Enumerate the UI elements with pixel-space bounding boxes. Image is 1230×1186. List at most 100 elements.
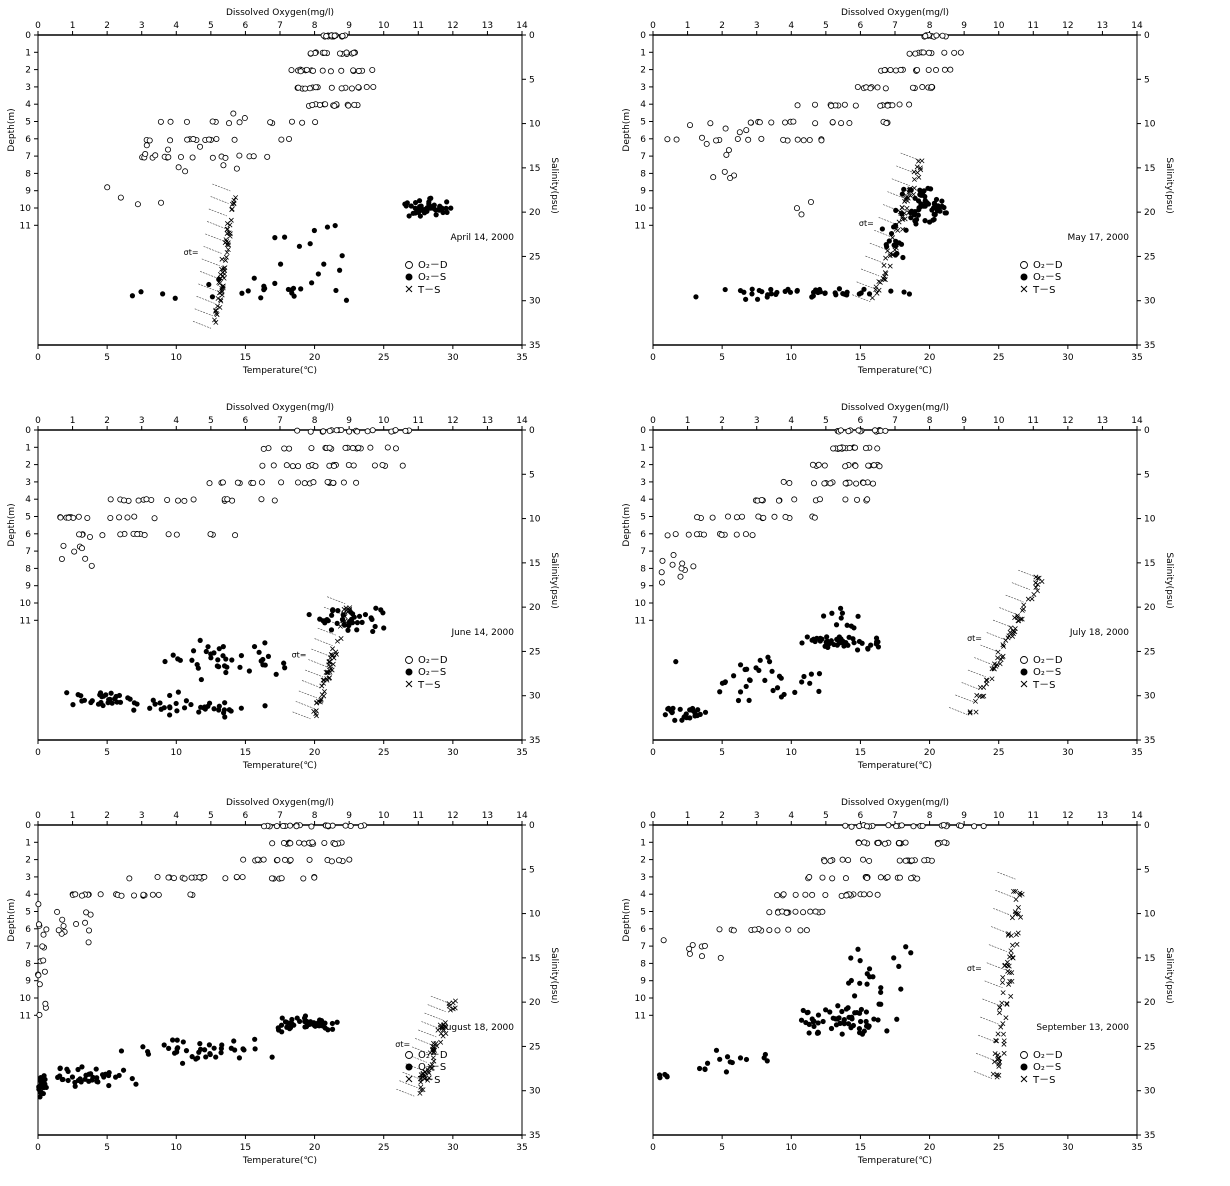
ts-point [1000,974,1006,980]
o2-depth-point [141,532,148,539]
o2-depth-point [177,154,184,161]
o2-salinity-point [197,1041,203,1047]
o2-salinity-point [689,705,696,712]
o2-salinity-point [827,1009,833,1015]
o2-salinity-point [229,657,235,663]
ts-point [431,1049,437,1055]
o2-depth-point [143,142,150,149]
ts-point [427,1063,433,1069]
do-tick-label: 13 [482,21,493,31]
do-tick-label: 5 [823,21,829,31]
depth-tick-label: 10 [635,204,647,214]
ts-point [330,661,336,667]
o2-salinity-point [81,697,88,703]
o2-depth-point [766,927,773,934]
o2-depth-point [181,875,188,882]
o2-salinity-point [177,657,183,663]
o2-salinity-point [746,677,753,683]
o2-depth-point [685,531,692,538]
o2-depth-point [88,562,95,569]
ts-point [1011,888,1017,894]
depth-tick-label: 9 [25,187,31,197]
legend-label-o2-s: O₂－S [1033,667,1061,678]
o2-salinity-point [702,709,709,715]
o2-salinity-point [167,692,173,699]
o2-depth-point [843,892,850,899]
ts-point [896,219,902,225]
o2-salinity-point [891,955,897,961]
o2-depth-point [241,115,248,122]
o2-salinity-point [40,1090,46,1097]
o2-depth-point [709,514,716,521]
o2-depth-point [346,856,353,863]
o2-depth-point [345,462,352,469]
ts-point [1000,980,1005,986]
o2-salinity-point [807,680,813,686]
o2-salinity-point [448,205,454,211]
o2-depth-point [332,840,339,847]
o2-salinity-point [908,950,914,956]
salinity-tick-label: 20 [1144,998,1156,1008]
o2-salinity-point [291,1022,297,1028]
o2-salinity-point [894,250,900,257]
ts-point [446,1001,452,1007]
o2-salinity-point [138,289,144,295]
o2-salinity-point [696,1065,703,1072]
ts-point [442,1020,448,1026]
depth-tick-label: 7 [640,547,646,557]
o2-salinity-point [444,209,450,215]
sigma-t-line [205,233,224,242]
o2-depth-point [342,444,349,451]
o2-depth-point [882,427,889,434]
ts-point [338,636,344,642]
o2-depth-point [97,891,104,898]
depth-tick-label: 4 [640,100,646,110]
o2-depth-point [863,823,870,830]
ts-point [321,689,327,695]
o2-depth-point [36,1011,43,1018]
o2-depth-point [289,463,296,470]
ts-point [903,197,909,202]
o2-salinity-point [221,707,227,713]
o2-depth-point [402,427,409,434]
ts-point [1007,978,1013,984]
do-tick-label: 12 [1062,416,1073,426]
ts-point [991,1059,997,1065]
o2-depth-point [806,137,813,144]
o2-salinity-point [181,705,188,711]
temp-tick-label: 25 [993,748,1004,758]
do-tick-label: 11 [413,21,424,31]
o2-salinity-point [809,637,815,643]
sigma-t-line [399,1080,418,1088]
o2-salinity-point [841,1021,847,1027]
ts-point [426,1075,432,1081]
do-tick-label: 6 [243,811,249,821]
ts-point [420,1070,426,1076]
o2-depth-point [871,427,878,434]
ts-point [984,677,990,683]
o2-salinity-point [188,701,194,708]
o2-depth-point [812,101,819,108]
do-tick-label: 4 [788,21,794,31]
o2-salinity-point [875,1017,881,1023]
o2-depth-point [323,33,330,40]
o2-depth-point [842,463,849,470]
o2-salinity-point [216,276,222,282]
sigma-t-line [984,980,1003,989]
do-tick-label: 0 [35,811,41,821]
o2-salinity-point [90,1074,96,1080]
salinity-tick-label: 5 [1144,75,1150,85]
o2-depth-point [747,119,754,126]
o2-depth-point [690,563,697,570]
o2-salinity-point [322,617,329,624]
o2-depth-point [268,875,275,882]
ts-point [873,284,879,290]
o2-depth-point [60,542,67,549]
o2-salinity-point [269,1054,275,1060]
o2-salinity-point [228,1045,234,1051]
ts-point [418,1087,424,1093]
o2-depth-point [896,874,903,881]
sigma-t-line [421,1021,440,1029]
o2-depth-point [699,134,706,141]
